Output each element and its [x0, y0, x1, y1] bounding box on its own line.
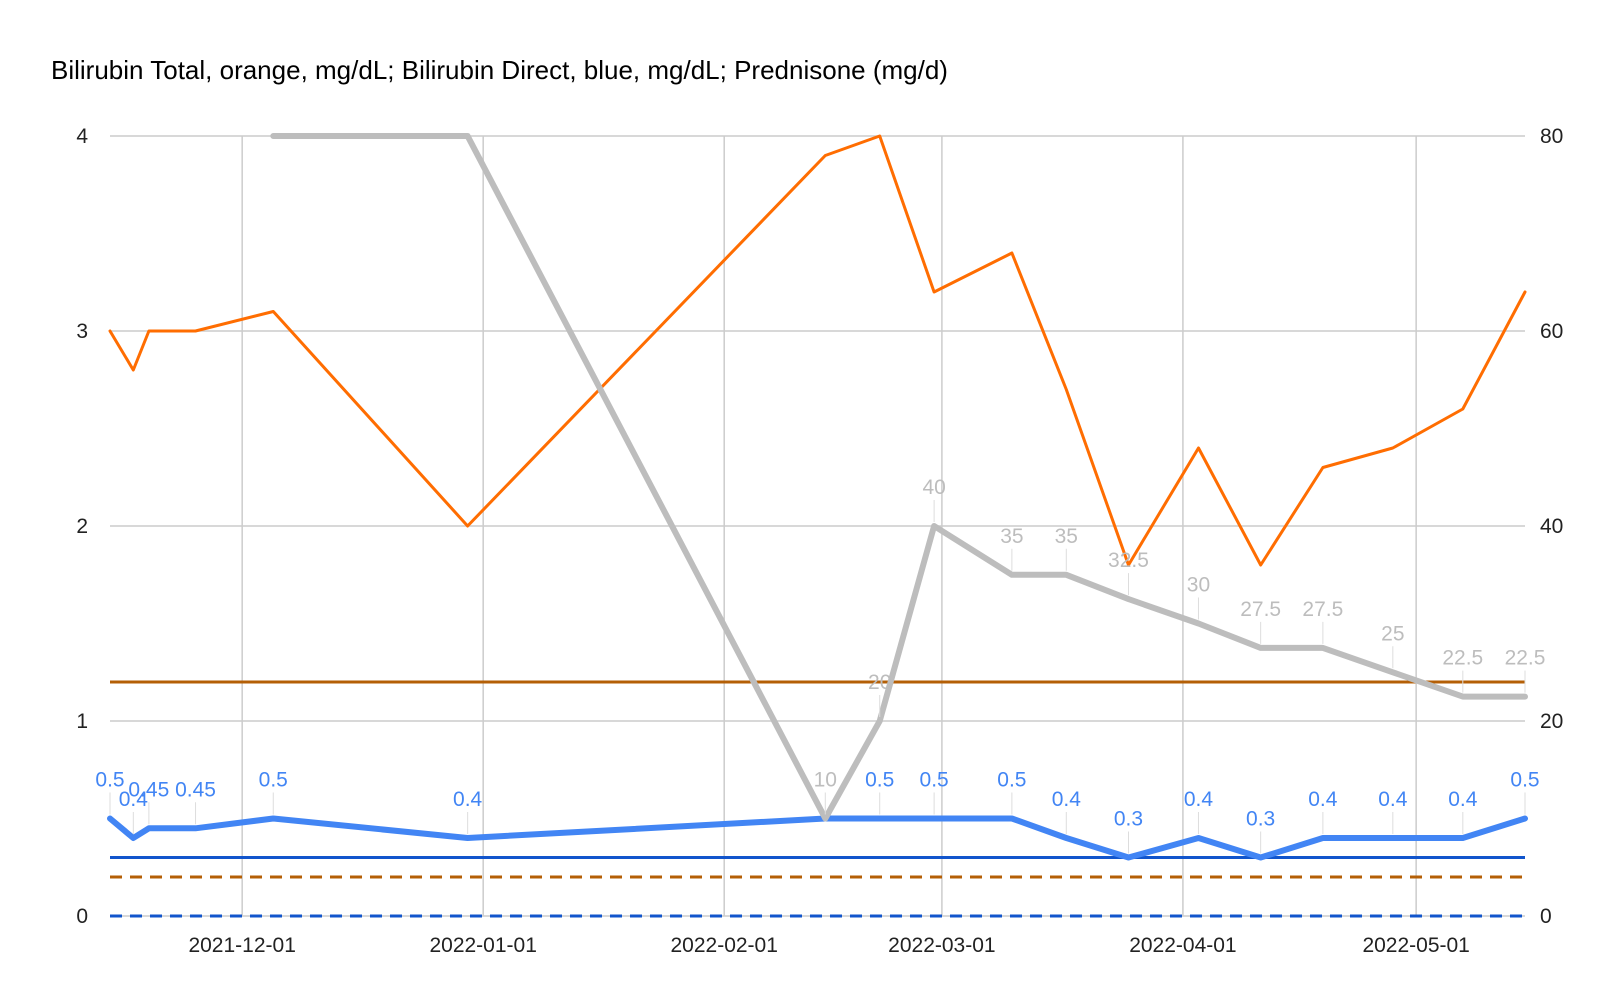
series-line-direct: [107, 815, 1528, 861]
x-tick-label: 2022-03-01: [888, 934, 995, 957]
data-label-prednisone: 27.5: [1302, 598, 1343, 621]
data-label-direct: 0.45: [128, 778, 169, 801]
series-line-prednisone: [270, 133, 1528, 822]
y-right-tick-label: 40: [1540, 515, 1563, 538]
data-label-direct: 0.3: [1246, 808, 1275, 831]
x-tick-label: 2021-12-01: [188, 934, 295, 957]
data-label-prednisone: 10: [814, 769, 837, 792]
data-label-prednisone: 30: [1187, 574, 1210, 597]
data-label-prednisone: 40: [922, 476, 945, 499]
data-label-prednisone: 22.5: [1505, 647, 1546, 670]
data-label-direct: 0.4: [1378, 788, 1408, 811]
y-right-tick-label: 80: [1540, 125, 1563, 148]
data-label-prednisone: 27.5: [1240, 598, 1281, 621]
data-label-prednisone: 35: [1000, 525, 1023, 548]
y-left-tick-label: 3: [76, 320, 88, 343]
data-label-direct: 0.4: [119, 788, 149, 811]
data-label-prednisone: 25: [1381, 622, 1404, 645]
data-label-prednisone: 22.5: [1442, 647, 1483, 670]
x-tick-label: 2022-05-01: [1362, 934, 1469, 957]
x-tick-label: 2022-01-01: [429, 934, 536, 957]
data-label-direct: 0.4: [1308, 788, 1338, 811]
data-label-direct: 0.5: [865, 769, 894, 792]
data-label-direct: 0.5: [1510, 769, 1539, 792]
data-label-prednisone: 20: [868, 671, 891, 694]
data-label-direct: 0.5: [259, 769, 288, 792]
data-label-direct: 0.3: [1114, 808, 1143, 831]
series-line-total: [108, 134, 1527, 567]
data-label-prednisone: 35: [1055, 525, 1078, 548]
y-right-tick-label: 0: [1540, 905, 1552, 928]
data-label-direct: 0.4: [1184, 788, 1214, 811]
chart-title: Bilirubin Total, orange, mg/dL; Bilirubi…: [51, 55, 948, 85]
data-label-direct: 0.5: [920, 769, 949, 792]
data-label-direct: 0.4: [1052, 788, 1082, 811]
series-lines: [107, 133, 1528, 861]
x-tick-label: 2022-04-01: [1129, 934, 1236, 957]
data-label-direct: 0.45: [175, 778, 216, 801]
data-label-prednisone: 32.5: [1108, 549, 1149, 572]
y-left-tick-label: 4: [76, 125, 88, 148]
y-right-tick-label: 20: [1540, 710, 1563, 733]
y-left-tick-label: 1: [76, 710, 88, 733]
x-tick-label: 2022-02-01: [670, 934, 777, 957]
data-label-direct: 0.4: [1448, 788, 1478, 811]
data-label-direct: 0.5: [95, 769, 124, 792]
data-label-direct: 0.5: [997, 769, 1026, 792]
reference-lines: [110, 680, 1525, 918]
data-labels: 0.50.40.45 0.45 0.50.40.5 0.5 0.50.40.30.40.…: [95, 476, 1545, 854]
y-left-tick-label: 2: [76, 515, 88, 538]
y-left-tick-label: 0: [76, 905, 88, 928]
data-label-direct: 0.4: [453, 788, 483, 811]
y-right-tick-label: 60: [1540, 320, 1563, 343]
